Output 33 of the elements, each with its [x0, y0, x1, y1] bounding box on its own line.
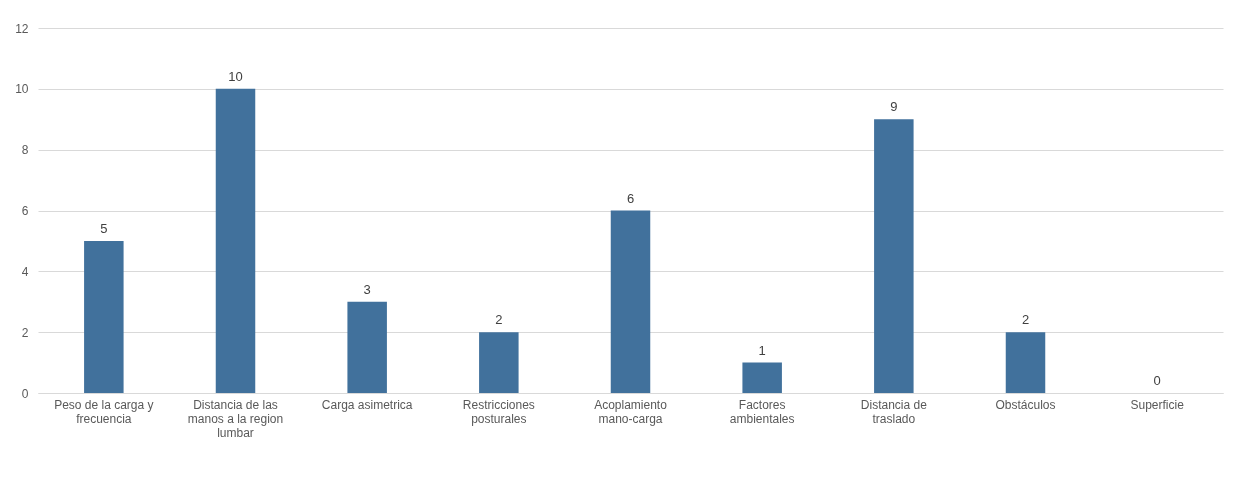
bar [1005, 332, 1046, 393]
x-tick-label: Restricciones posturales [462, 397, 535, 426]
y-tick-label: 8 [21, 143, 29, 158]
data-label: 10 [228, 68, 243, 84]
bar [215, 88, 256, 393]
y-tick-label: 12 [15, 21, 29, 36]
x-tick-label: Peso de la carga y frecuencia [54, 397, 154, 426]
y-tick-label: 2 [21, 325, 29, 340]
x-tick-label: Acoplamiento mano-carga [594, 397, 668, 426]
bar [610, 210, 651, 393]
data-label: 2 [1021, 312, 1030, 328]
x-tick-label: Carga asimetrica [321, 397, 413, 412]
bar [84, 240, 124, 393]
y-tick-label: 10 [15, 82, 29, 97]
y-tick-label: 4 [21, 264, 29, 279]
data-label: 5 [100, 220, 108, 236]
bar [347, 301, 387, 393]
data-label: 1 [758, 342, 766, 358]
bar [742, 362, 782, 393]
bar [479, 332, 519, 393]
x-tick-label: Distancia de traslado [860, 397, 928, 426]
x-tick-label: Superficie [1130, 397, 1185, 412]
y-tick-label: 6 [21, 204, 29, 218]
x-tick-label: Distancia de las manos a la region lumbar [187, 397, 284, 440]
data-label: 3 [363, 281, 371, 297]
bar [874, 119, 914, 393]
data-label: 9 [890, 99, 898, 115]
data-label: 6 [626, 190, 635, 206]
y-tick-label: 0 [21, 386, 29, 401]
x-tick-label: Factores ambientales [729, 397, 795, 426]
data-label: 2 [495, 312, 503, 328]
data-label: 0 [1153, 373, 1161, 388]
x-tick-label: Obstáculos [995, 397, 1056, 412]
